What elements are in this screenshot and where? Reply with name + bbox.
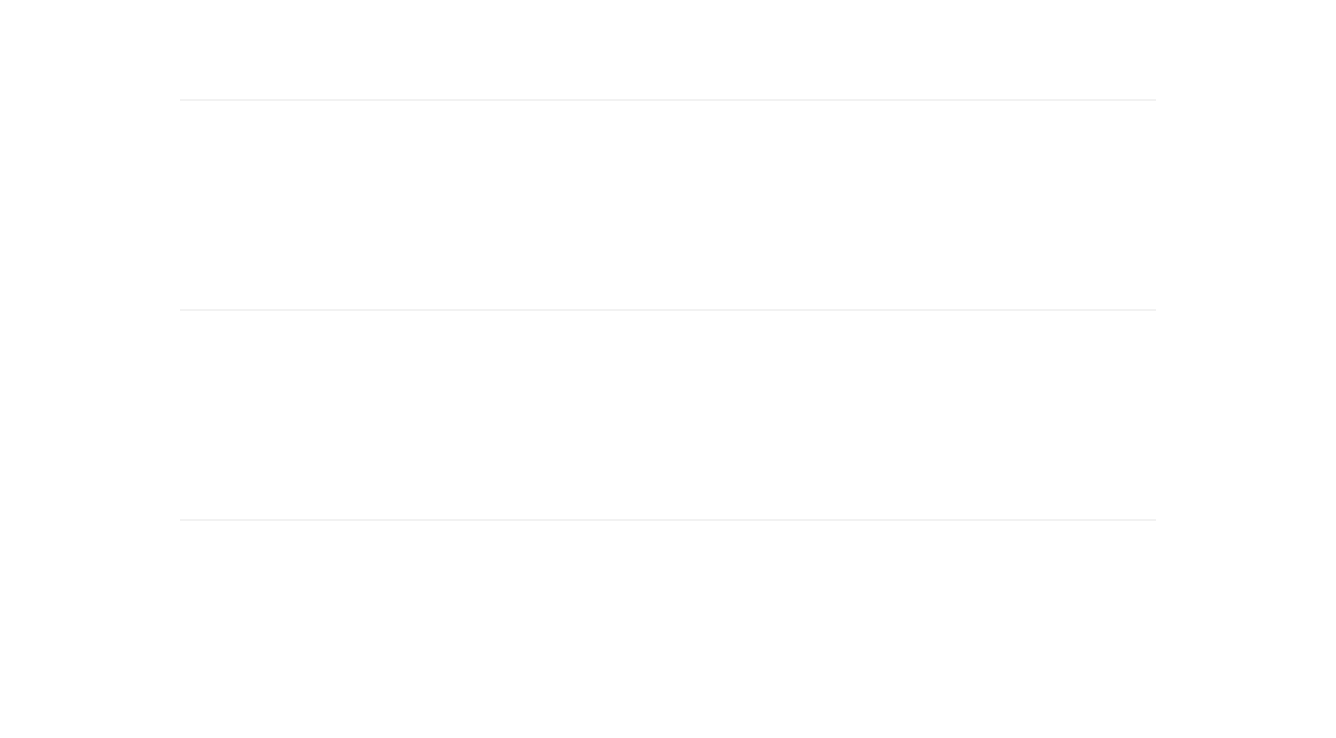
chart-svg	[0, 0, 1336, 738]
climate-chart	[0, 0, 1336, 738]
